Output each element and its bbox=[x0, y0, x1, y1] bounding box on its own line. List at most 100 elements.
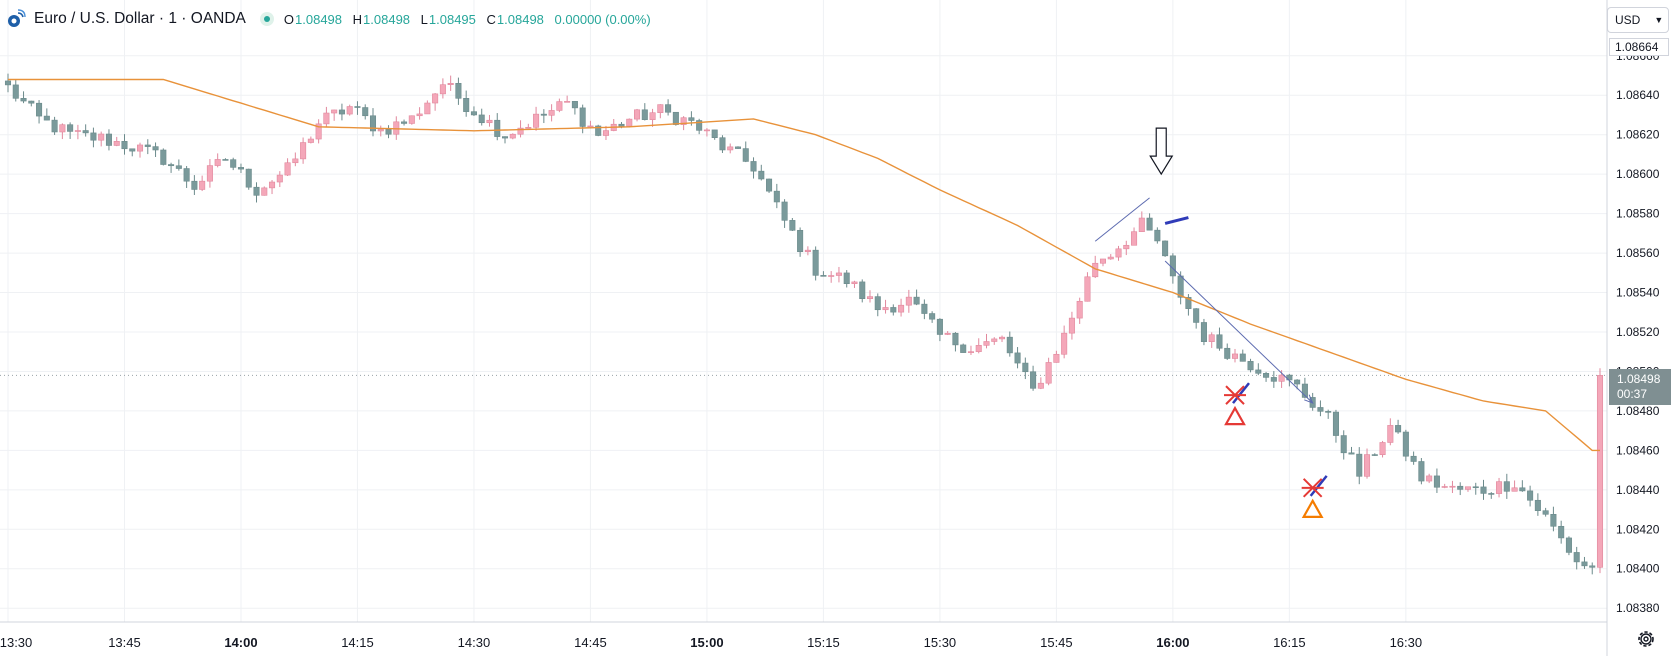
candle-up bbox=[657, 104, 664, 113]
candle-down bbox=[843, 272, 850, 284]
candle-down bbox=[595, 125, 602, 136]
candle-up bbox=[587, 125, 594, 128]
candle-down bbox=[105, 133, 112, 146]
market-open-status-icon[interactable] bbox=[259, 12, 274, 26]
candle-down bbox=[1200, 322, 1207, 342]
candle-up bbox=[486, 119, 493, 124]
candle-down bbox=[952, 332, 959, 346]
candle-down bbox=[797, 229, 804, 253]
candle-down bbox=[1224, 347, 1231, 359]
candle-down bbox=[1503, 481, 1510, 492]
candle-up bbox=[424, 102, 431, 115]
candle-up bbox=[804, 249, 811, 253]
candle-up bbox=[137, 144, 144, 152]
candle-up bbox=[416, 113, 423, 117]
candle-down bbox=[354, 106, 361, 108]
candle-up bbox=[525, 127, 532, 129]
candle-down bbox=[1263, 373, 1270, 378]
candle-up bbox=[307, 138, 314, 143]
candle-down bbox=[455, 82, 462, 99]
candle-up bbox=[1278, 374, 1285, 382]
candle-down bbox=[789, 220, 796, 231]
candle-down bbox=[1395, 425, 1402, 433]
candle-down bbox=[1534, 499, 1541, 511]
candle-down bbox=[1030, 371, 1037, 389]
last-price-label: 1.08498 00:37 bbox=[1609, 369, 1671, 405]
x-tick-label: 14:00 bbox=[224, 635, 257, 650]
candle-up bbox=[393, 121, 400, 135]
candle-down bbox=[67, 124, 74, 132]
currency-label: USD bbox=[1615, 13, 1641, 27]
candle-up bbox=[517, 127, 524, 135]
candle-up bbox=[98, 133, 105, 141]
candle-down bbox=[144, 144, 151, 147]
candle-up bbox=[1464, 486, 1471, 490]
candle-down bbox=[734, 146, 742, 149]
candle-down bbox=[1162, 240, 1169, 257]
candle-up bbox=[634, 109, 641, 120]
candle-up bbox=[564, 101, 571, 103]
candle-down bbox=[1348, 452, 1355, 455]
candle-up bbox=[548, 110, 555, 116]
currency-button[interactable]: USD ▼ bbox=[1607, 7, 1669, 33]
open-label: O bbox=[283, 11, 295, 27]
candle-down bbox=[1565, 537, 1572, 553]
high-label: H bbox=[352, 11, 363, 27]
candle-up bbox=[898, 304, 905, 313]
candle-down bbox=[1146, 217, 1153, 231]
bar-countdown: 00:37 bbox=[1617, 387, 1648, 401]
candle-up bbox=[727, 146, 734, 151]
candle-up bbox=[269, 181, 276, 189]
candle-down bbox=[501, 136, 509, 139]
x-tick-label: 13:45 bbox=[108, 635, 141, 650]
candle-up bbox=[828, 275, 835, 277]
low-value: 1.08495 bbox=[428, 11, 476, 27]
candle-down bbox=[36, 102, 43, 117]
candle-down bbox=[129, 148, 136, 152]
candle-down bbox=[175, 165, 182, 169]
candle-down bbox=[1294, 379, 1301, 385]
candle-down bbox=[470, 111, 477, 116]
oanda-logo-icon bbox=[8, 9, 26, 27]
candle-up bbox=[1045, 362, 1052, 384]
candle-up bbox=[1449, 485, 1456, 488]
arrow-annotation bbox=[1164, 260, 1314, 404]
candle-up bbox=[377, 129, 384, 132]
candle-down bbox=[12, 84, 19, 99]
settings-gear-icon[interactable] bbox=[1634, 627, 1658, 651]
symbol-title[interactable]: Euro / U.S. Dollar · 1 · OANDA bbox=[34, 10, 246, 27]
last-price-value: 1.08498 bbox=[1617, 372, 1661, 386]
triangle-marker bbox=[1224, 405, 1246, 426]
candle-down bbox=[494, 119, 501, 137]
candle-up bbox=[703, 129, 710, 132]
candle-down bbox=[1542, 510, 1549, 515]
candle-up bbox=[851, 281, 858, 284]
candle-down bbox=[540, 113, 547, 116]
candle-up bbox=[315, 123, 322, 140]
candle-down bbox=[618, 123, 625, 127]
candle-down bbox=[812, 249, 819, 276]
candle-down bbox=[160, 149, 167, 165]
candle-down bbox=[385, 129, 392, 135]
x-tick-label: 14:45 bbox=[574, 635, 607, 650]
candle-up bbox=[1131, 231, 1138, 246]
trendline-annotation bbox=[1094, 197, 1150, 242]
candle-up bbox=[1061, 332, 1068, 355]
candle-down bbox=[1480, 486, 1487, 494]
candle-up bbox=[975, 345, 982, 352]
candle-up bbox=[408, 115, 415, 124]
candle-up bbox=[1426, 475, 1433, 482]
candle-down bbox=[1216, 334, 1223, 349]
candle-down bbox=[1418, 461, 1425, 482]
y-tick-label: 1.08440 bbox=[1616, 483, 1660, 497]
candle-down bbox=[463, 98, 470, 112]
candle-down bbox=[1301, 383, 1308, 398]
candle-down bbox=[641, 109, 648, 120]
candle-down bbox=[1185, 297, 1192, 309]
candle-down bbox=[90, 132, 97, 141]
candle-up bbox=[680, 117, 687, 125]
candle-up bbox=[1037, 382, 1044, 389]
low-label: L bbox=[420, 11, 428, 27]
